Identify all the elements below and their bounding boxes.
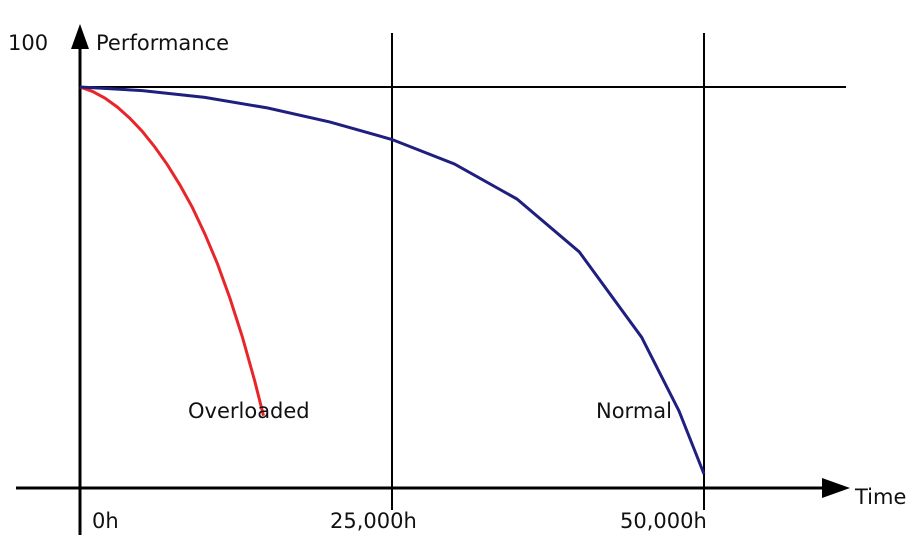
x-tick-label-50000: 50,000h bbox=[620, 509, 707, 533]
y-axis-max-label: 100 bbox=[8, 31, 48, 55]
x-tick-label-0: 0h bbox=[92, 509, 119, 533]
series-label-overloaded: Overloaded bbox=[188, 399, 310, 423]
x-axis-title: Time bbox=[854, 485, 906, 509]
y-axis-arrow-icon bbox=[71, 24, 89, 49]
x-tick-label-25000: 25,000h bbox=[330, 509, 417, 533]
series-label-normal: Normal bbox=[596, 399, 672, 423]
x-axis-arrow-icon bbox=[822, 478, 850, 498]
plot-lines bbox=[16, 24, 850, 535]
series-line-normal bbox=[79, 85, 706, 475]
y-axis-title: Performance bbox=[96, 31, 229, 55]
series-line-overloaded bbox=[79, 85, 265, 417]
